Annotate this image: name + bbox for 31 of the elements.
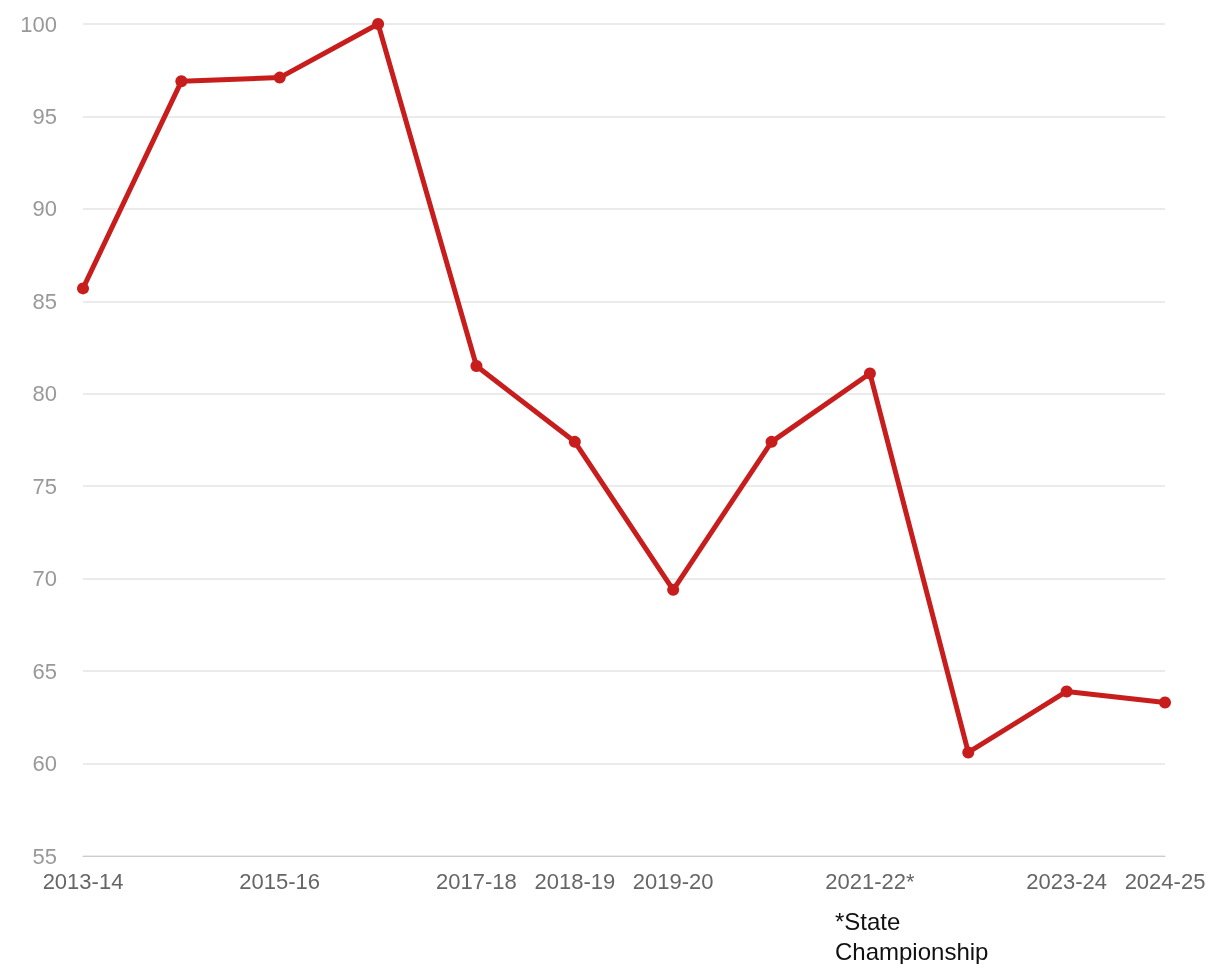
x-tick-label: 2015-16: [239, 868, 321, 894]
y-tick-label: 90: [32, 196, 57, 222]
point: [863, 367, 876, 380]
x-tick-label: 2017-18: [436, 868, 517, 894]
y-tick-label: 60: [32, 751, 57, 777]
point: [962, 746, 975, 759]
y-tick-label: 100: [20, 11, 57, 37]
y-tick-label: 85: [32, 288, 57, 314]
point: [667, 583, 680, 596]
y-tick-label: 55: [32, 843, 57, 869]
y-tick-label: 65: [32, 658, 57, 684]
x-tick-label: 2013-14: [42, 868, 124, 894]
y-tick-label: 75: [32, 473, 57, 499]
y-tick-label: 80: [32, 381, 57, 407]
x-tick-label: 2018-19: [534, 868, 616, 894]
point: [77, 282, 89, 295]
point: [1060, 685, 1073, 698]
x-tick-label: 2024-25: [1124, 868, 1206, 894]
point: [372, 18, 385, 30]
y-tick-label: 95: [32, 103, 57, 129]
text: *State Championship: [835, 907, 989, 965]
x-tick-label: 2019-20: [632, 868, 714, 894]
point: [470, 360, 483, 373]
point: [175, 75, 188, 88]
point: [765, 435, 778, 448]
point: [1159, 696, 1171, 709]
y-tick-label: 70: [32, 566, 57, 592]
x-tick-label: 2021-22*: [825, 868, 915, 894]
point: [273, 71, 286, 84]
x-tick-label: 2023-24: [1026, 868, 1108, 894]
point: [568, 435, 581, 448]
